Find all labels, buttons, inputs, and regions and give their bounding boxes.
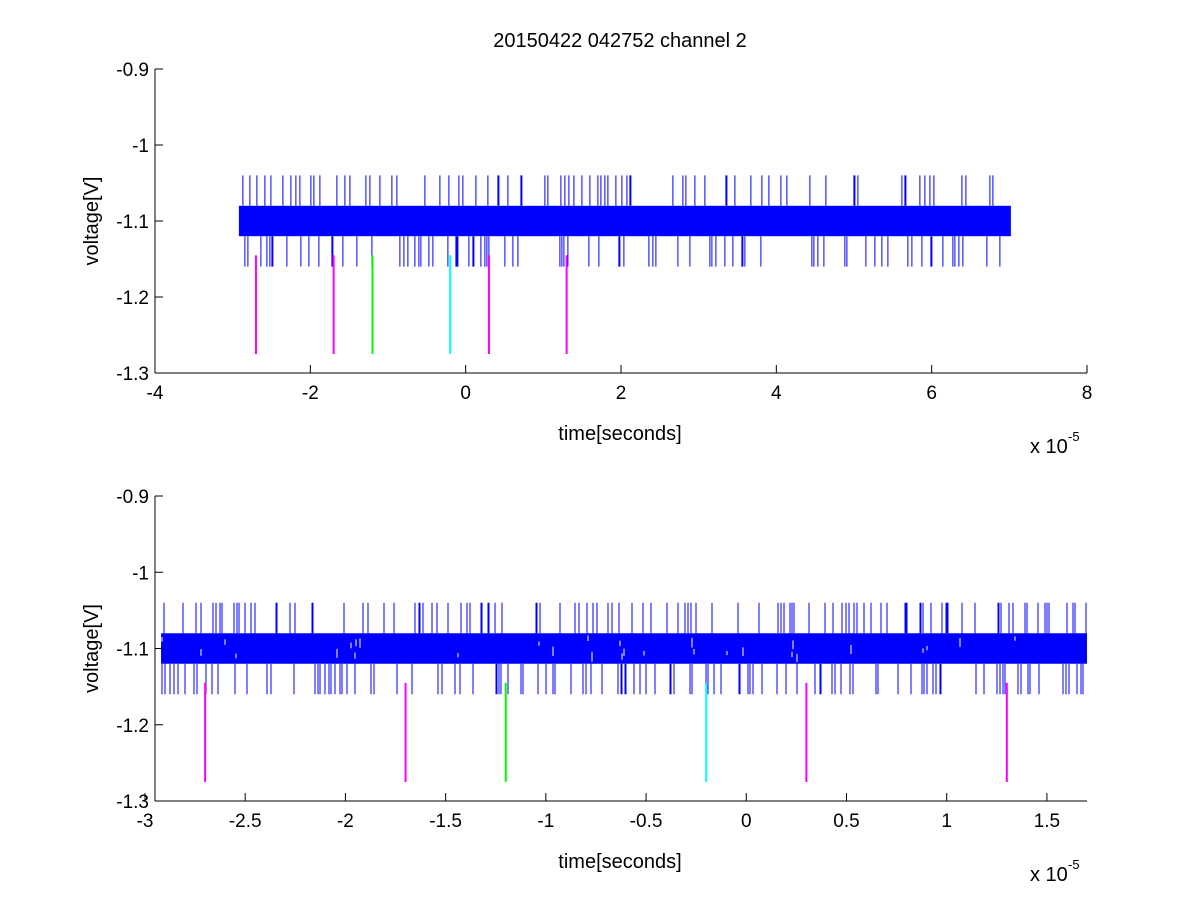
x-axis-label-bottom: time[seconds] [558, 851, 681, 873]
y-tick-label-bottom-4: -1 [132, 563, 149, 584]
x-tick-label-bottom-7: 0 [741, 811, 752, 832]
y-tick-label-top-4: -1 [132, 136, 149, 157]
x-exponent-base-bottom: x 10 [1030, 864, 1068, 886]
x-tick-label-top-1: -4 [147, 383, 164, 404]
x-tick-label-bottom-8: 0.5 [833, 811, 859, 832]
y-tick-label-bottom-5: -0.9 [116, 487, 149, 508]
signal-gaps-bottom [161, 635, 1016, 662]
x-tick-label-bottom-9: 1 [941, 811, 952, 832]
x-tick-label-top-3: 0 [460, 383, 471, 404]
signal-band-top [238, 205, 1011, 237]
plot-top: -4 -2 0 2 4 6 8 -1.3 -1.2 -1.1 -1 -0.9 time[seconds]… [81, 60, 1092, 458]
y-tick-label-top-1: -1.3 [116, 364, 149, 385]
y-tick-label-bottom-3: -1.1 [116, 640, 149, 661]
x-axis-label-top: time[seconds] [558, 423, 681, 445]
x-tick-label-bottom-2: -2.5 [229, 811, 262, 832]
figure-title: 20150422 042752 channel 2 [493, 30, 747, 52]
x-tick-label-top-6: 6 [926, 383, 937, 404]
x-tick-label-bottom-1: -3 [137, 811, 154, 832]
x-tick-label-top-5: 4 [771, 383, 782, 404]
x-tick-label-bottom-6: -0.5 [630, 811, 663, 832]
y-axis-label-top: voltage[V] [81, 177, 103, 266]
signal-spikes-top [242, 175, 1001, 267]
y-axis-label-bottom: voltage[V] [81, 604, 103, 693]
x-tick-label-bottom-3: -2 [337, 811, 354, 832]
x-exponent-power-bottom: -5 [1068, 857, 1080, 872]
x-exponent-base-top: x 10 [1030, 436, 1068, 458]
signal-spikes-bottom [161, 602, 1087, 695]
y-tick-label-top-3: -1.1 [116, 212, 149, 233]
x-tick-label-top-7: 8 [1082, 383, 1093, 404]
x-tick-label-top-4: 2 [616, 383, 627, 404]
y-tick-label-bottom-1: -1.3 [116, 792, 149, 813]
plot-bottom: -3 -2.5 -2 -1.5 -1 -0.5 0 0.5 1 1.5 -1.3 -1.2 -1.1 -1… [81, 487, 1087, 886]
x-tick-label-bottom-10: 1.5 [1034, 811, 1060, 832]
y-tick-label-top-5: -0.9 [116, 60, 149, 81]
signal-band-bottom [161, 633, 1087, 664]
x-tick-label-bottom-5: -1 [537, 811, 554, 832]
x-exponent-power-top: -5 [1068, 429, 1080, 444]
y-tick-label-top-2: -1.2 [116, 288, 149, 309]
x-tick-label-bottom-4: -1.5 [429, 811, 462, 832]
x-tick-label-top-2: -2 [302, 383, 319, 404]
y-tick-label-bottom-2: -1.2 [116, 716, 149, 737]
